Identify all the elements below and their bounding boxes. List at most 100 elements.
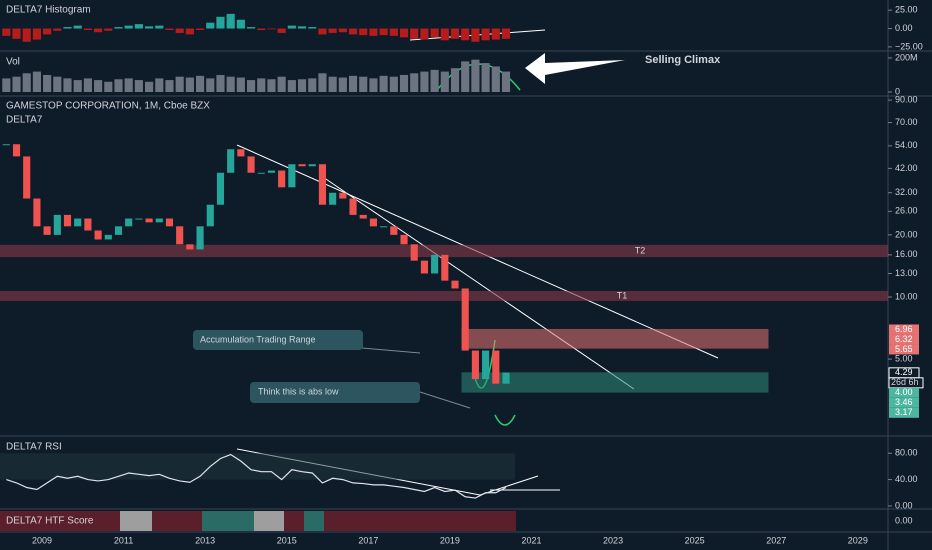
bar — [318, 73, 327, 92]
bar — [348, 75, 358, 92]
bar — [389, 76, 398, 92]
price-tag-label: 6.96 — [895, 324, 913, 334]
x-tick-label: 2019 — [440, 535, 460, 545]
candle-body — [63, 214, 72, 227]
bar — [399, 74, 409, 92]
zone — [0, 244, 888, 258]
candle-body — [492, 350, 500, 384]
bar — [471, 28, 480, 42]
bar — [287, 25, 296, 29]
candle-body — [227, 149, 235, 173]
price-tag — [889, 397, 919, 408]
bar — [328, 76, 337, 92]
callout-box — [193, 330, 363, 350]
y-tick-label: 25.00 — [895, 5, 918, 15]
candle-body — [400, 234, 408, 245]
bar — [134, 80, 143, 92]
bar — [12, 28, 21, 39]
y-tick-label: 32.00 — [895, 187, 918, 197]
candle-body — [482, 350, 490, 380]
bar — [53, 28, 62, 31]
bar — [63, 27, 72, 29]
bar — [348, 28, 358, 35]
bar — [287, 80, 296, 92]
range-box — [461, 372, 769, 393]
candle-body — [451, 280, 459, 289]
bar — [297, 79, 307, 92]
callout-box — [250, 382, 420, 403]
x-tick-label: 2015 — [277, 535, 297, 545]
zone — [0, 290, 888, 301]
bar — [267, 79, 276, 92]
bar — [195, 75, 205, 92]
bar — [420, 71, 429, 92]
bar — [104, 81, 113, 92]
bar — [359, 76, 368, 92]
annotation: Accumulation Trading Range — [200, 334, 316, 344]
pane-title: DELTA7 Histogram — [6, 5, 91, 16]
candle-body — [461, 288, 469, 351]
bar — [155, 25, 164, 29]
bar — [216, 74, 225, 92]
bar — [430, 28, 439, 38]
candle-body — [237, 149, 245, 157]
candle-body — [114, 226, 123, 235]
y-tick-label: 40.00 — [895, 474, 918, 484]
price-tag — [889, 324, 919, 335]
candle-body — [74, 218, 82, 227]
y-tick-label: 80.00 — [895, 448, 918, 458]
bar — [32, 28, 41, 40]
pane-title: GAMESTOP CORPORATION, 1M, Cboe BZX — [6, 101, 210, 112]
annotation: Think this is abs low — [258, 386, 339, 396]
bar — [257, 78, 266, 92]
bar — [277, 76, 286, 92]
bar — [165, 28, 174, 31]
bar — [246, 80, 256, 92]
y-tick-label: 10.00 — [895, 291, 918, 301]
bar — [389, 28, 398, 36]
range-box — [461, 328, 769, 349]
bar — [134, 24, 143, 29]
candle-body — [410, 244, 418, 261]
bar — [104, 28, 113, 31]
candle-body — [349, 198, 357, 215]
bar — [277, 28, 286, 33]
price-tag — [889, 387, 919, 398]
y-tick-label: 26.00 — [895, 206, 918, 216]
arrow — [525, 53, 625, 84]
zone-label: T2 — [635, 245, 646, 255]
bar — [501, 71, 511, 92]
bar — [83, 28, 92, 31]
candle-body — [155, 218, 163, 223]
y-tick-label: 13.00 — [895, 268, 918, 278]
x-tick-label: 2013 — [195, 535, 215, 545]
bar — [267, 28, 276, 30]
bar — [12, 76, 21, 92]
y-tick-label: 0 — [895, 86, 900, 96]
bar — [53, 76, 62, 92]
candle-body — [135, 218, 143, 220]
rsi-line — [6, 453, 507, 499]
bar — [185, 28, 194, 35]
pane-subtitle: DELTA7 — [6, 115, 43, 126]
bar — [338, 77, 347, 92]
candle-body — [318, 164, 327, 205]
price-tag-label: 4.00 — [895, 387, 913, 397]
bar — [399, 28, 409, 38]
bar — [145, 26, 154, 29]
bar — [420, 28, 429, 40]
candle-body — [278, 170, 286, 188]
bar — [359, 28, 368, 36]
candle-body — [53, 214, 61, 235]
rsi-band — [0, 453, 515, 480]
candle-body — [216, 172, 225, 205]
bar — [369, 28, 378, 36]
x-tick-label: 2009 — [32, 535, 52, 545]
bar — [73, 80, 82, 92]
bar — [22, 28, 31, 42]
candle-body — [12, 144, 21, 157]
bar — [450, 28, 460, 39]
y-tick-label: 90.00 — [895, 94, 918, 104]
y-tick-label: 0.00 — [895, 500, 913, 510]
bar — [124, 25, 133, 29]
